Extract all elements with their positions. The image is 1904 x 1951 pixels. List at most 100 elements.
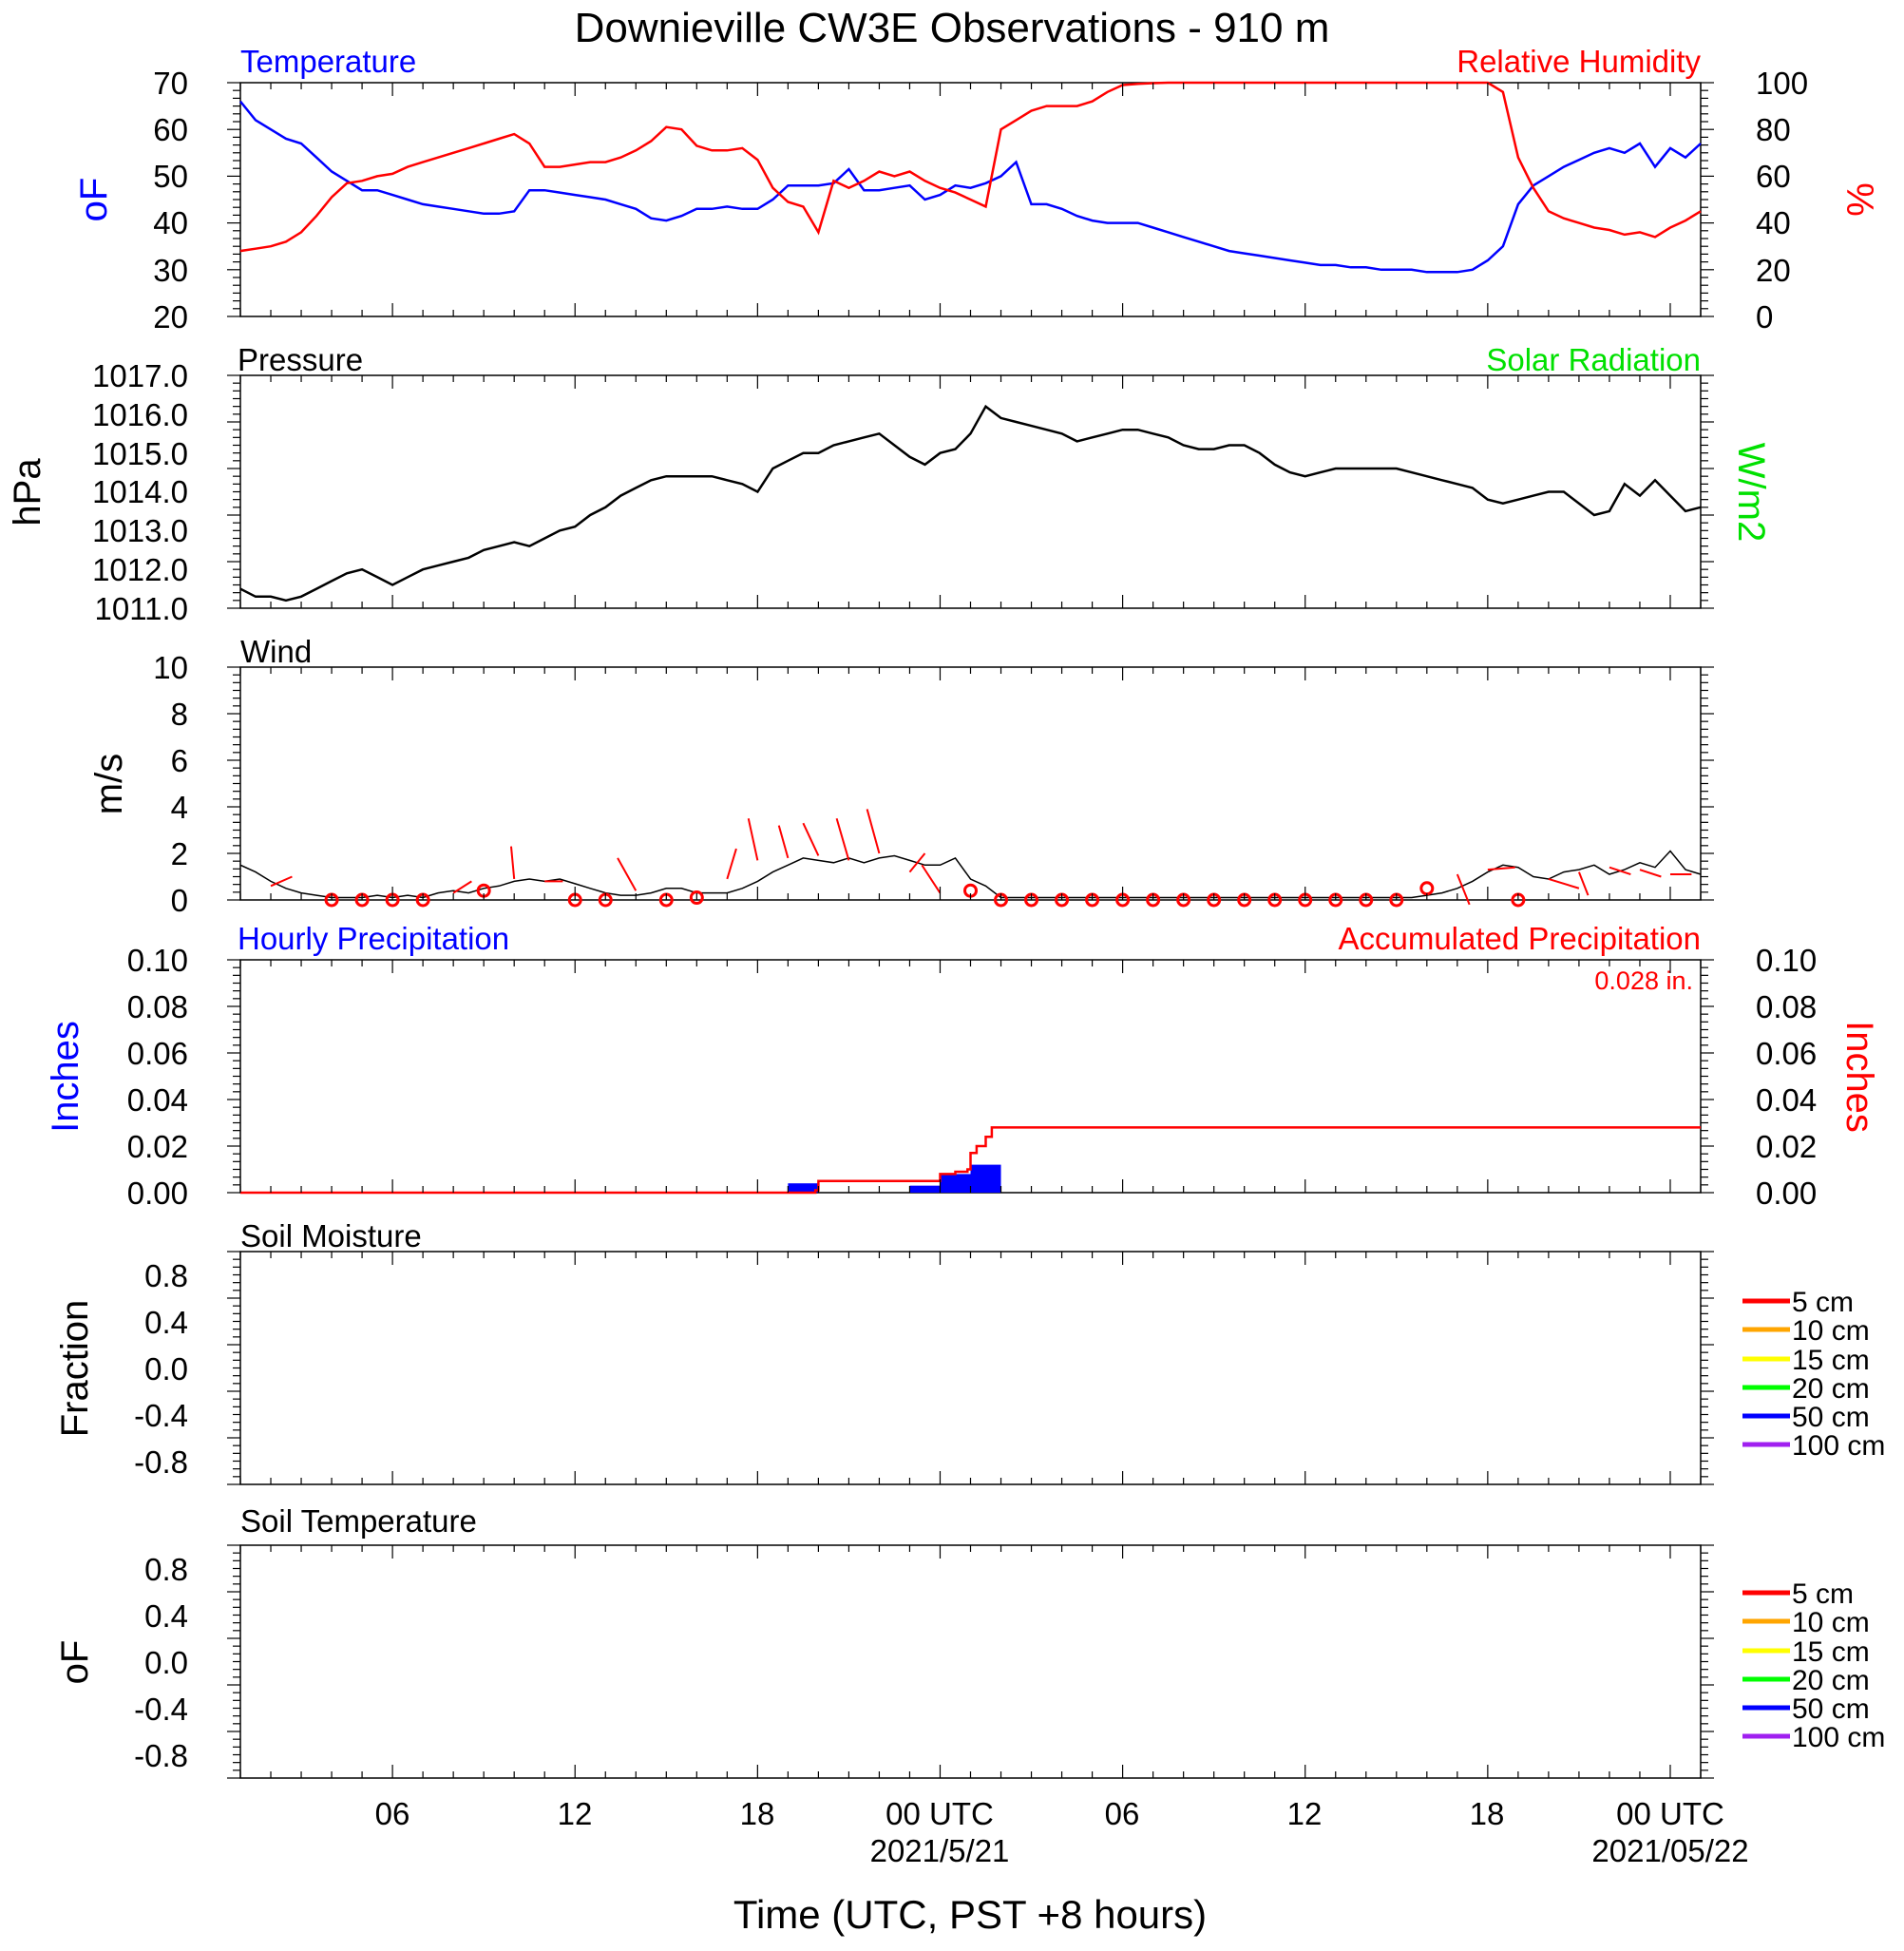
soil-moisture-tick-label: 0.0	[144, 1351, 188, 1387]
temperature-unit: oF	[73, 178, 115, 222]
soil-moisture-legend-label: 20 cm	[1792, 1373, 1870, 1405]
soil-temperature-tick-label: 0.0	[144, 1645, 188, 1680]
soil-temperature-legend: 5 cm 10 cm 15 cm 20 cm 50 cm 100 cm	[1742, 1578, 1885, 1753]
panel-soil-temperature: Soil Temperature oF 0.8 0.4 0.0 -0.4 -0.…	[54, 1503, 1885, 1779]
soil-moisture-tick-label: 0.8	[144, 1258, 188, 1293]
precip-right-tick-label: 0.08	[1756, 989, 1817, 1024]
humidity-tick-label: 60	[1756, 159, 1791, 194]
wind-barb	[617, 857, 638, 891]
soil-moisture-label: Soil Moisture	[240, 1218, 422, 1253]
precip-tick-label: 0.10	[127, 943, 188, 978]
soil-moisture-tick-label: 0.4	[144, 1305, 188, 1340]
x-tick-label: 00 UTC	[1616, 1796, 1724, 1831]
x-tick-label: 12	[1287, 1796, 1323, 1831]
hourly-precip-label: Hourly Precipitation	[238, 921, 509, 956]
temperature-tick-label: 60	[153, 112, 188, 147]
precip-right-tick-label: 0.10	[1756, 943, 1817, 978]
x-tick-label: 06	[1105, 1796, 1140, 1831]
wind-tick-label: 8	[171, 697, 188, 732]
soil-temperature-left-ticks: 0.8 0.4 0.0 -0.4 -0.8	[134, 1552, 188, 1773]
soil-moisture-left-ticks: 0.8 0.4 0.0 -0.4 -0.8	[134, 1258, 188, 1480]
hourly-precip-bar	[788, 1183, 819, 1193]
wind-barbs	[270, 809, 1692, 908]
precip-tick-label: 0.00	[127, 1176, 188, 1211]
pressure-tick-label: 1015.0	[92, 436, 188, 471]
soil-temperature-tick-label: 0.8	[144, 1552, 188, 1587]
pressure-tick-label: 1017.0	[92, 358, 188, 393]
panel-temperature: Temperature Relative Humidity oF % 70 60…	[73, 44, 1880, 335]
x-axis-title: Time (UTC, PST +8 hours)	[733, 1892, 1207, 1937]
soil-moisture-legend-label: 5 cm	[1792, 1287, 1854, 1318]
precip-right-tick-label: 0.02	[1756, 1129, 1817, 1164]
temperature-tick-label: 50	[153, 159, 188, 194]
soil-moisture-tick-label: -0.8	[134, 1444, 188, 1480]
wind-barb	[1577, 871, 1590, 896]
wind-barb	[747, 818, 759, 861]
wind-left-ticks: 10 8 6 4 2 0	[153, 650, 188, 918]
humidity-tick-label: 20	[1756, 253, 1791, 288]
panel-wind-frame	[239, 666, 1702, 901]
precip-tick-label: 0.08	[127, 989, 188, 1024]
panel-soil-moisture-frame	[239, 1251, 1702, 1485]
hourly-precip-bars	[788, 1164, 1001, 1193]
precip-right-tick-label: 0.06	[1756, 1036, 1817, 1071]
wind-barb	[777, 825, 790, 859]
wind-barb	[921, 864, 942, 894]
wind-calm-marker	[689, 890, 704, 906]
panel-soil-moisture: Soil Moisture Fraction 0.8 0.4 0.0 -0.4 …	[54, 1218, 1885, 1485]
wind-unit: m/s	[88, 754, 130, 814]
pressure-tick-label: 1011.0	[95, 591, 188, 626]
hourly-precip-bar	[970, 1164, 1001, 1193]
temperature-tick-label: 30	[153, 253, 188, 288]
humidity-right-ticks: 100 80 60 40 20 0	[1756, 66, 1808, 335]
pressure-left-ticks: 1017.0 1016.0 1015.0 1014.0 1013.0 1012.…	[92, 358, 188, 626]
panel-pressure-frame	[239, 374, 1702, 609]
wind-barb	[270, 875, 293, 888]
wind-barb	[1548, 877, 1580, 889]
soil-moisture-legend: 5 cm 10 cm 15 cm 20 cm 50 cm 100 cm	[1742, 1287, 1885, 1462]
accum-precip-unit: Inches	[1838, 1021, 1880, 1133]
soil-moisture-legend-label: 100 cm	[1792, 1430, 1885, 1462]
wind-tick-label: 6	[171, 743, 188, 778]
precip-tick-label: 0.04	[127, 1082, 188, 1118]
wind-barb	[802, 822, 820, 856]
x-tick-label: 00 UTC	[885, 1796, 994, 1831]
panel-soil-temperature-frame	[239, 1544, 1702, 1779]
soil-temperature-unit: oF	[54, 1640, 96, 1685]
pressure-tick-label: 1016.0	[92, 397, 188, 432]
wind-barb	[726, 848, 737, 880]
temperature-left-ticks: 70 60 50 40 30 20	[153, 66, 188, 335]
wind-barb	[866, 809, 881, 854]
soil-moisture-legend-label: 50 cm	[1792, 1402, 1870, 1433]
humidity-unit: %	[1838, 182, 1880, 217]
wind-label: Wind	[240, 634, 312, 669]
pressure-unit: hPa	[7, 458, 48, 526]
soil-moisture-legend-label: 10 cm	[1792, 1315, 1870, 1347]
panel-precip: Hourly Precipitation Accumulated Precipi…	[45, 921, 1880, 1211]
pressure-label: Pressure	[238, 342, 363, 377]
x-axis: 06 12 18 00 UTC 06 12 18 00 UTC 2021/5/2…	[375, 1796, 1749, 1937]
wind-tick-label: 0	[171, 883, 188, 918]
solar-radiation-unit: W/m2	[1730, 443, 1772, 542]
wind-speed-series-line	[239, 850, 1702, 899]
soil-temperature-legend-label: 100 cm	[1792, 1722, 1885, 1753]
pressure-series-line	[239, 404, 1702, 603]
soil-temperature-legend-label: 10 cm	[1792, 1607, 1870, 1638]
wind-barb	[1456, 873, 1471, 906]
hourly-precip-bar	[940, 1174, 971, 1193]
temperature-label: Temperature	[240, 44, 416, 79]
temperature-series-line	[239, 100, 1702, 274]
x-tick-label: 12	[558, 1796, 593, 1831]
temperature-tick-label: 20	[153, 299, 188, 335]
soil-temperature-legend-label: 50 cm	[1792, 1693, 1870, 1725]
precip-right-ticks: 0.10 0.08 0.06 0.04 0.02 0.00	[1756, 943, 1817, 1211]
x-tick-label: 06	[375, 1796, 410, 1831]
accum-precip-label: Accumulated Precipitation	[1338, 921, 1701, 956]
wind-tick-label: 4	[171, 790, 188, 825]
wind-barb	[1639, 869, 1662, 878]
chart-title: Downieville CW3E Observations - 910 m	[575, 5, 1330, 51]
soil-moisture-unit: Fraction	[54, 1300, 96, 1438]
soil-temperature-label: Soil Temperature	[240, 1503, 477, 1539]
x-tick-label: 18	[740, 1796, 775, 1831]
x-date-label: 2021/5/21	[870, 1833, 1010, 1868]
